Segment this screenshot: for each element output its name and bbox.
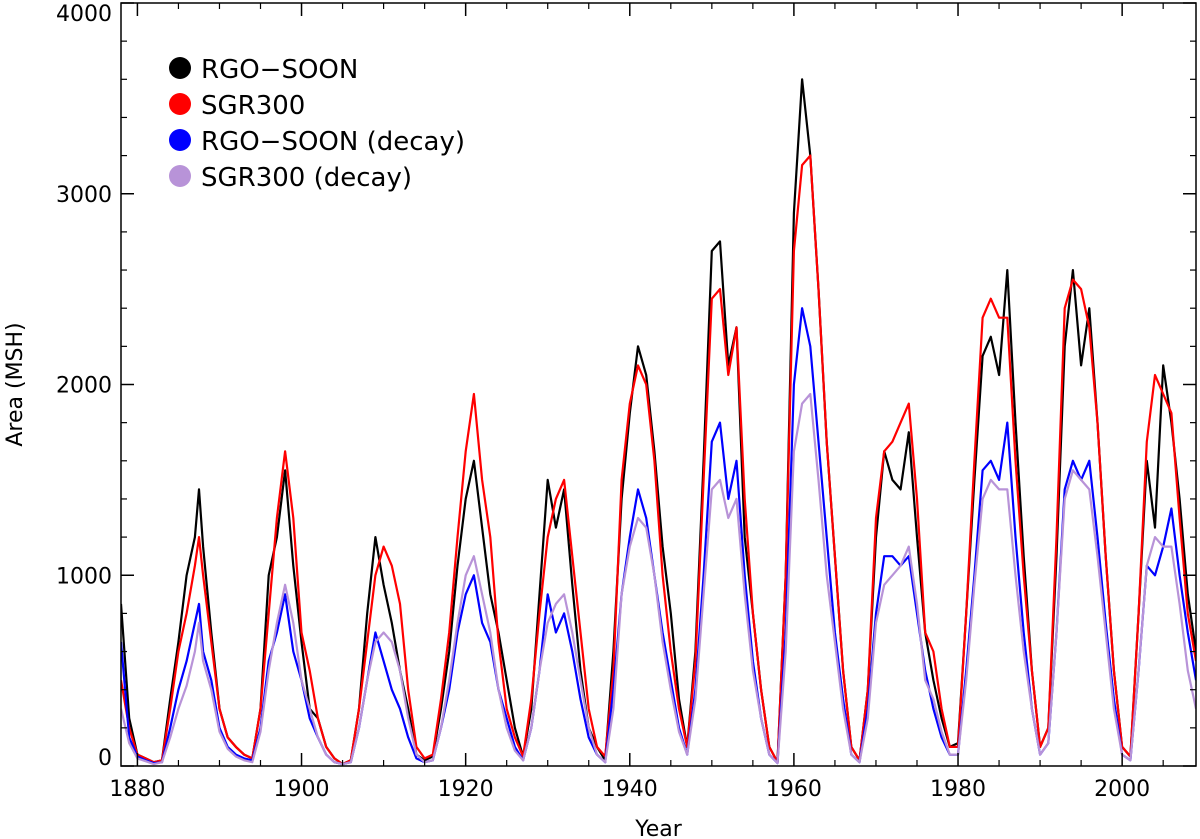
legend-label: RGO−SOON (decay) xyxy=(201,127,465,157)
x-tick-label: 1920 xyxy=(438,777,494,802)
x-axis: 1880 1900 1920 1940 1960 1980 2000 xyxy=(109,3,1164,802)
y-tick-label: 3000 xyxy=(56,183,112,208)
x-tick-label: 2000 xyxy=(1094,777,1150,802)
x-tick-label: 1900 xyxy=(274,777,330,802)
y-tick-label: 1000 xyxy=(56,564,112,589)
x-tick-label: 1940 xyxy=(602,777,658,802)
plot-lines xyxy=(121,78,1196,766)
x-tick-label: 1960 xyxy=(766,777,822,802)
legend-marker xyxy=(169,57,191,79)
legend-label: RGO−SOON xyxy=(201,55,358,85)
x-tick-label: 1880 xyxy=(109,777,165,802)
legend-marker xyxy=(169,129,191,151)
legend-label: SGR300 (decay) xyxy=(201,163,412,193)
legend-marker xyxy=(169,93,191,115)
x-tick-label: 1980 xyxy=(930,777,986,802)
y-axis: 0 1000 2000 3000 4000 xyxy=(56,2,1196,771)
legend-label: SGR300 xyxy=(201,91,305,121)
series-line-4 xyxy=(121,392,1196,766)
y-tick-label: 0 xyxy=(98,746,112,771)
series-line-2 xyxy=(121,154,1196,766)
legend: RGO−SOON SGR300 RGO−SOON (decay) SGR300 (de… xyxy=(169,55,465,193)
x-axis-title: Year xyxy=(634,817,683,839)
legend-marker xyxy=(169,165,191,187)
y-axis-title: Area (MSH) xyxy=(3,322,28,446)
y-tick-label: 2000 xyxy=(56,374,112,399)
y-tick-label: 4000 xyxy=(56,2,112,27)
